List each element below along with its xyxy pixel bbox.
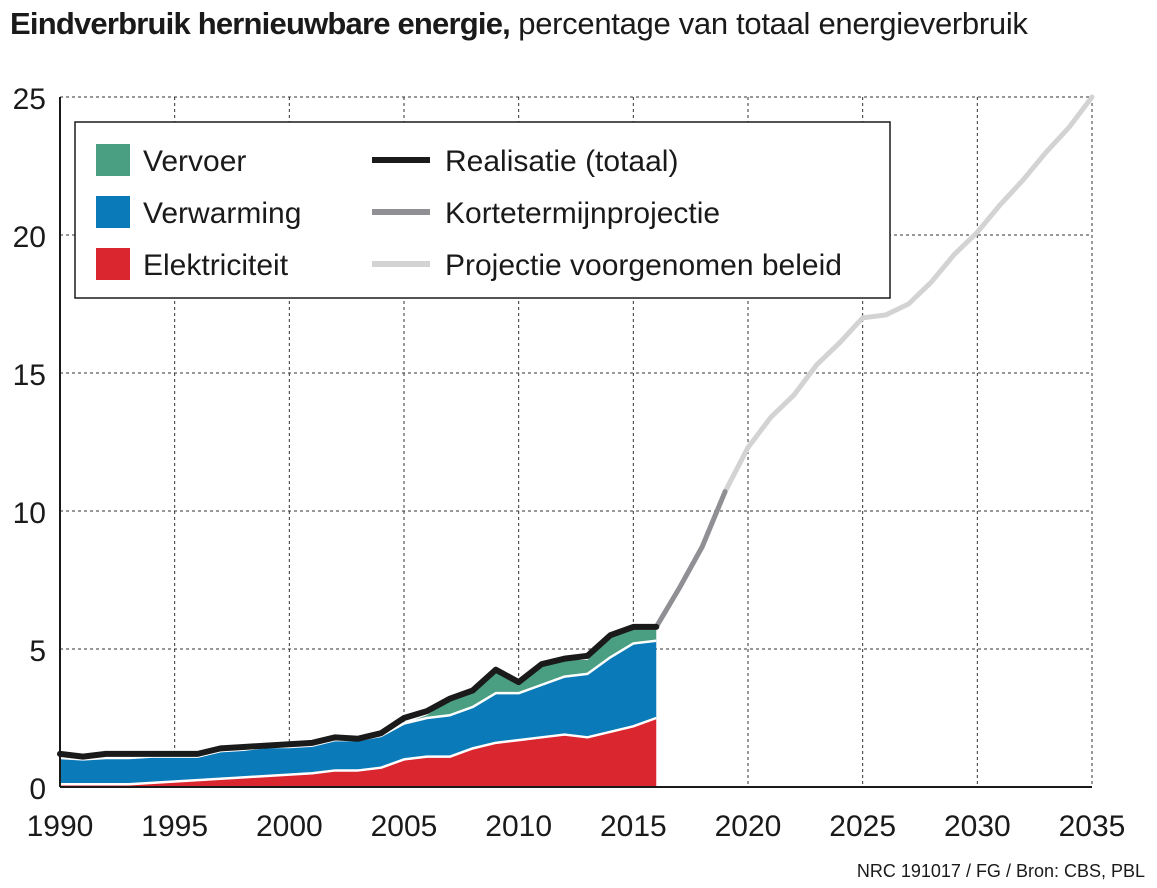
- x-tick-label: 1995: [141, 810, 208, 843]
- x-tick-label: 2025: [829, 810, 896, 843]
- x-tick-label: 2005: [371, 810, 438, 843]
- legend-label: Verwarming: [143, 197, 301, 230]
- y-tick-label: 25: [13, 83, 46, 116]
- y-tick-label: 0: [29, 773, 46, 806]
- legend-label: Realisatie (totaal): [445, 145, 678, 178]
- x-tick-label: 1990: [27, 810, 94, 843]
- legend-box: [74, 121, 891, 299]
- x-tick-label: 2000: [256, 810, 323, 843]
- x-tick-label: 2030: [944, 810, 1011, 843]
- legend-swatch-verwarming: [96, 196, 130, 228]
- area-elektriciteit: [60, 718, 657, 787]
- chart-title: Eindverbruik hernieuwbare energie, perce…: [10, 6, 1028, 42]
- x-tick-label: 2020: [715, 810, 782, 843]
- stacked-areas: [59, 629, 657, 787]
- y-tick-label: 15: [13, 359, 46, 392]
- x-tick-label: 2015: [600, 810, 667, 843]
- legend-label: Vervoer: [143, 145, 246, 178]
- title-bold: Eindverbruik hernieuwbare energie,: [10, 6, 511, 41]
- title-rest: percentage van totaal energieverbruik: [509, 6, 1028, 41]
- legend-swatch-vervoer: [96, 144, 130, 176]
- area-verwarming: [60, 640, 657, 785]
- series-lines: [57, 94, 1095, 760]
- y-tick-label: 20: [13, 221, 46, 254]
- line-kortetermijnprojectie: [653, 489, 728, 630]
- legend-label: Elektriciteit: [143, 249, 289, 282]
- legend-label: Projectie voorgenomen beleid: [445, 249, 842, 282]
- source-note: NRC 191017 / FG / Bron: CBS, PBL: [856, 861, 1145, 881]
- y-tick-label: 5: [29, 635, 46, 668]
- legend-label: Kortetermijnprojectie: [445, 197, 720, 230]
- line-realisatie-totaal-: [57, 623, 660, 760]
- x-tick-label: 2010: [485, 810, 552, 843]
- x-tick-label: 2035: [1059, 810, 1126, 843]
- legend: Vervoer Verwarming Elektriciteit Realisatie…: [74, 121, 891, 299]
- separator-line: [60, 716, 657, 786]
- y-tick-label: 10: [13, 497, 46, 530]
- line-projectie-voorgenomen-beleid: [722, 94, 1095, 495]
- legend-swatch-elektriciteit: [96, 248, 130, 280]
